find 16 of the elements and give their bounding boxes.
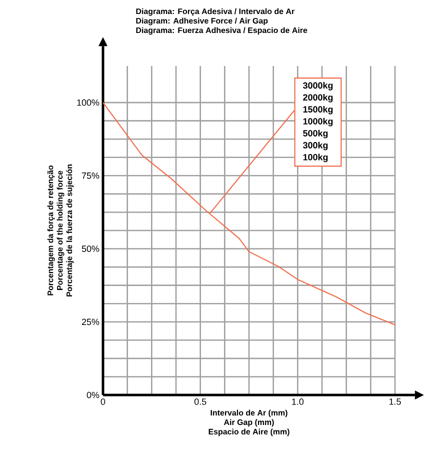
annotation: 1000kg	[303, 118, 333, 126]
annotation: 3000kg	[302, 82, 333, 90]
y-tick-label: 100%	[77, 99, 100, 106]
x-tick-label: 1.5	[389, 398, 401, 405]
annotation: 1500kg	[303, 106, 333, 114]
y-tick-label: 75%	[82, 172, 100, 179]
annotation: 2000kg	[303, 94, 333, 102]
y-tick-label: 25%	[82, 318, 100, 326]
x-tick-label: 0	[100, 398, 106, 405]
annotation: 300kg	[302, 142, 328, 150]
y-tick-label: 50%	[82, 246, 100, 252]
annotation: 500kg	[303, 130, 328, 138]
y-tick-label: 0%	[86, 392, 100, 398]
annotation: 100kg	[303, 154, 328, 162]
x-tick-label: 1.0	[292, 398, 304, 405]
x-tick-label: 0.5	[194, 398, 206, 405]
